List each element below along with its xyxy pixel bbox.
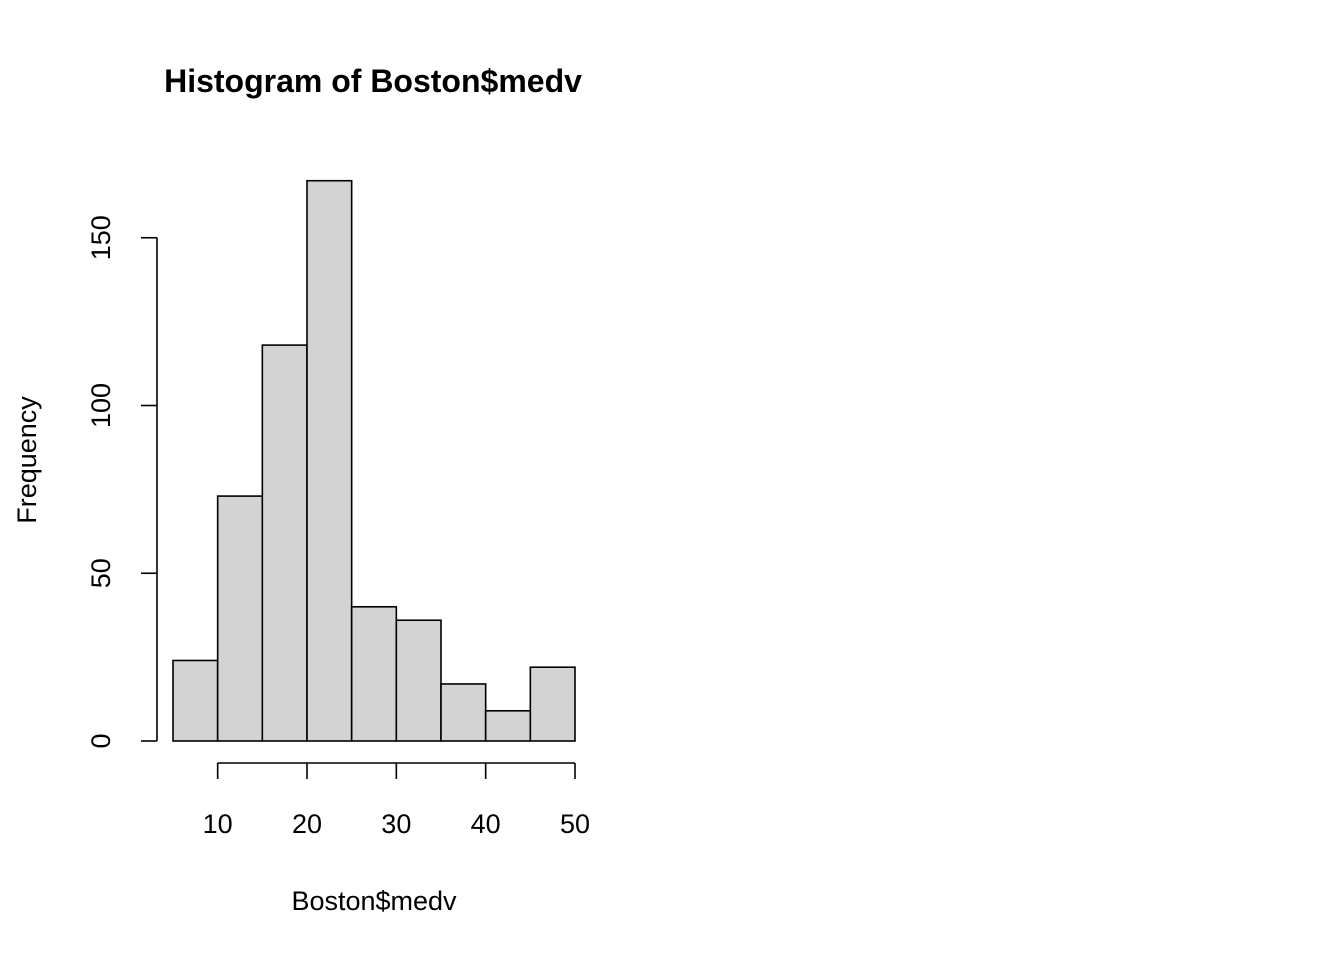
chart-title: Histogram of Boston$medv bbox=[164, 63, 582, 99]
y-axis: 0 50 100 150 bbox=[86, 215, 158, 749]
histogram-bar bbox=[306, 179, 353, 742]
histogram-bar bbox=[350, 605, 398, 742]
histogram-bar bbox=[484, 710, 532, 742]
x-tick-label: 50 bbox=[560, 809, 590, 839]
histogram-bar bbox=[172, 659, 219, 742]
y-tick-label: 150 bbox=[86, 215, 116, 260]
x-tick-label: 10 bbox=[203, 809, 233, 839]
y-tick-label: 0 bbox=[86, 733, 116, 748]
histogram-bar bbox=[216, 495, 264, 742]
histogram-bar bbox=[529, 666, 576, 742]
x-axis-label: Boston$medv bbox=[291, 886, 457, 916]
histogram-bar bbox=[440, 683, 487, 742]
bars-group bbox=[172, 179, 576, 742]
y-axis-label: Frequency bbox=[12, 396, 42, 524]
x-tick-label: 20 bbox=[292, 809, 322, 839]
x-tick-label: 40 bbox=[471, 809, 501, 839]
x-tick-label: 30 bbox=[381, 809, 411, 839]
x-axis: 10 20 30 40 50 bbox=[203, 762, 590, 839]
histogram-bar bbox=[395, 619, 442, 742]
y-tick-label: 100 bbox=[86, 383, 116, 428]
y-tick-label: 50 bbox=[86, 558, 116, 588]
histogram-bar bbox=[261, 344, 308, 742]
